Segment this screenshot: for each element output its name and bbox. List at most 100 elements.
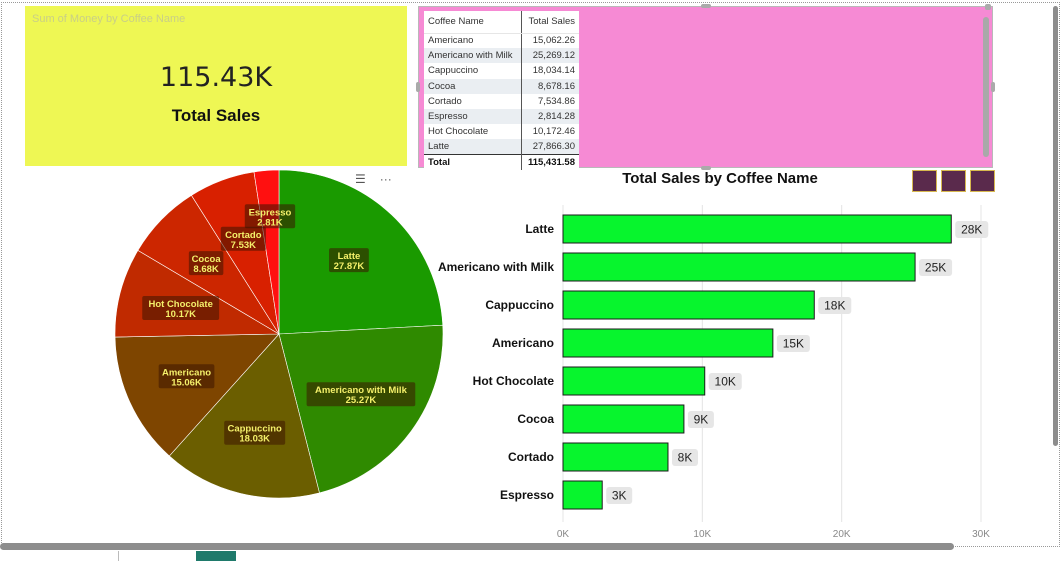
table-row[interactable]: Cappuccino 18,034.14 <box>424 63 579 79</box>
svg-text:15K: 15K <box>783 337 804 351</box>
table-cell-name: Cocoa <box>424 78 522 94</box>
pie-label-name: Espresso <box>249 207 292 218</box>
table-row[interactable]: Cortado 7,534.86 <box>424 93 579 109</box>
table-row[interactable]: Americano 15,062.26 <box>424 33 579 49</box>
resize-handle-top[interactable] <box>701 4 711 8</box>
kpi-label: Total Sales <box>171 106 261 125</box>
x-tick-label: 10K <box>693 529 711 540</box>
table-scrollbar[interactable] <box>983 17 989 157</box>
svg-text:10K: 10K <box>715 375 736 389</box>
bar-latte[interactable] <box>562 214 952 244</box>
x-tick-label: 30K <box>972 529 990 540</box>
slicer-buttons <box>912 170 995 192</box>
y-category-label: Latte <box>525 222 554 236</box>
y-category-label: Hot Chocolate <box>473 374 555 388</box>
table-cell-value: 7,534.86 <box>538 95 575 107</box>
table-header-coffee-name[interactable]: Coffee Name <box>424 11 522 34</box>
y-category-label: Americano with Milk <box>438 260 554 274</box>
bar-hot-chocolate[interactable] <box>562 366 706 396</box>
table-row[interactable]: Americano with Milk 25,269.12 <box>424 48 579 64</box>
table-cell-name: Americano with Milk <box>424 48 522 64</box>
vertical-scrollbar[interactable] <box>1053 6 1058 446</box>
filter-icon[interactable]: ☰ <box>355 172 366 186</box>
pie-label-value: 7.53K <box>231 240 256 251</box>
table-cell-value: 8,678.16 <box>521 78 579 94</box>
bar-americano-with-milk[interactable] <box>562 252 916 282</box>
x-tick-label: 20K <box>833 529 851 540</box>
svg-text:28K: 28K <box>961 223 982 237</box>
pie-label-name: Americano with Milk <box>315 385 408 396</box>
page-tab[interactable] <box>196 551 236 561</box>
slicer-button[interactable] <box>912 170 937 192</box>
horizontal-scrollbar[interactable] <box>0 543 954 550</box>
resize-handle-corner[interactable] <box>985 4 991 10</box>
slicer-button[interactable] <box>970 170 995 192</box>
kpi-caption: Sum of Money by Coffee Name <box>32 13 186 25</box>
pie-slice-americano-with-milk[interactable] <box>278 324 444 494</box>
resize-handle-left[interactable] <box>416 82 420 92</box>
table-cell-value: 18,034.14 <box>532 65 575 77</box>
y-category-label: Cappuccino <box>485 298 554 312</box>
bar-data-label: 9K <box>687 411 714 428</box>
pie-label-name: Cortado <box>225 230 262 241</box>
table-cell-value: 25,269.12 <box>521 48 579 64</box>
table-total-row: Total 115,431.58 <box>424 153 579 170</box>
sales-table: Coffee Name Total Sales Americano 15,062.… <box>424 11 579 170</box>
bar-chart-title: Total Sales by Coffee Name <box>622 170 818 187</box>
bar-espresso[interactable] <box>562 480 603 510</box>
kpi-value: 115.43K <box>159 62 273 93</box>
pie-label-value: 18.03K <box>239 434 270 445</box>
table-row[interactable]: Espresso 2,814.28 <box>424 108 579 125</box>
bar-data-label: 18K <box>818 297 852 314</box>
table-cell-name: Espresso <box>424 108 522 125</box>
svg-text:18K: 18K <box>824 299 845 313</box>
bar-data-label: 28K <box>955 221 989 238</box>
pie-label-name: Americano <box>162 367 211 378</box>
table-cell-name: Hot Chocolate <box>424 124 522 140</box>
bar-data-label: 25K <box>919 259 953 276</box>
bar-data-label: 15K <box>776 335 810 352</box>
table-cell-value: 27,866.30 <box>521 139 579 155</box>
pie-label-value: 2.81K <box>257 217 282 228</box>
pie-label-name: Cappuccino <box>227 424 282 435</box>
svg-text:25K: 25K <box>925 261 946 275</box>
bar-data-label: 8K <box>671 449 698 466</box>
bar-cocoa[interactable] <box>562 404 685 434</box>
bar-americano[interactable] <box>562 328 774 358</box>
svg-text:8K: 8K <box>678 451 693 465</box>
table-total-value: 115,431.58 <box>521 153 579 170</box>
table-row[interactable]: Hot Chocolate 10,172.46 <box>424 124 579 140</box>
tab-separator <box>118 551 119 561</box>
table-cell-name: Cappuccino <box>424 63 522 79</box>
more-options-icon[interactable]: ··· <box>379 172 392 186</box>
bar-cortado[interactable] <box>562 442 669 472</box>
resize-handle-right[interactable] <box>991 82 995 92</box>
pie-slice-cappuccino[interactable] <box>168 333 320 499</box>
table-cell-name: Cortado <box>424 93 522 109</box>
table-row[interactable]: Latte 27,866.30 <box>424 139 579 155</box>
x-tick-label: 0K <box>557 529 570 540</box>
pie-label-value: 10.17K <box>165 309 196 320</box>
y-category-label: Cocoa <box>517 412 554 426</box>
table-header-total-sales[interactable]: Total Sales <box>521 11 579 34</box>
kpi-card[interactable]: Sum of Money by Coffee Name 115.43K Tota… <box>25 6 407 166</box>
slicer-button[interactable] <box>941 170 966 192</box>
resize-handle-bottom[interactable] <box>701 166 711 170</box>
table-cell-value: 2,814.28 <box>521 108 579 125</box>
svg-text:9K: 9K <box>694 413 709 427</box>
bar-cappuccino[interactable] <box>562 290 815 320</box>
table-row[interactable]: Cocoa 8,678.16 <box>424 78 579 94</box>
bar-data-label: 10K <box>708 373 742 390</box>
y-category-label: Espresso <box>500 488 554 502</box>
pie-slice-americano[interactable] <box>114 333 280 457</box>
table-cell-name: Americano <box>424 33 522 49</box>
